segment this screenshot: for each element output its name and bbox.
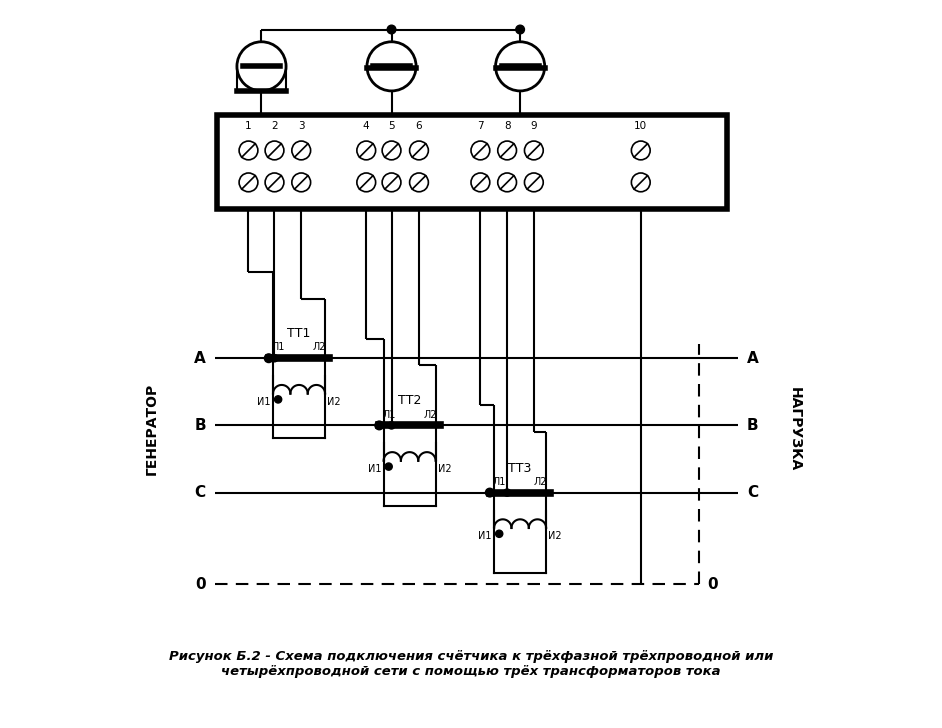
Text: 2: 2: [271, 121, 278, 130]
Text: И2: И2: [327, 397, 341, 406]
Text: 4: 4: [363, 121, 369, 130]
Text: 6: 6: [415, 121, 422, 130]
Text: Л2: Л2: [313, 342, 327, 352]
Text: В: В: [747, 418, 758, 433]
Text: В: В: [194, 418, 206, 433]
Text: Л1: Л1: [271, 342, 285, 352]
Text: 9: 9: [530, 121, 537, 130]
Text: Л1: Л1: [382, 410, 396, 419]
Text: ТТ3: ТТ3: [509, 462, 532, 475]
Circle shape: [504, 489, 511, 496]
Text: А: А: [194, 351, 206, 365]
Text: 5: 5: [388, 121, 395, 130]
Circle shape: [265, 354, 273, 363]
Text: И1: И1: [257, 397, 271, 406]
Text: ГЕНЕРАТОР: ГЕНЕРАТОР: [145, 383, 158, 475]
Text: 10: 10: [634, 121, 647, 130]
Bar: [217, 115, 727, 209]
Circle shape: [387, 25, 396, 33]
Text: ТТ1: ТТ1: [287, 327, 311, 340]
Circle shape: [495, 530, 503, 537]
Text: 0: 0: [707, 577, 718, 592]
Circle shape: [385, 463, 392, 470]
Text: 7: 7: [477, 121, 483, 130]
Text: А: А: [747, 351, 758, 365]
Text: И1: И1: [479, 531, 492, 541]
Text: Л2: Л2: [424, 410, 437, 419]
Circle shape: [271, 355, 278, 362]
Text: 1: 1: [245, 121, 252, 130]
Text: Л2: Л2: [534, 477, 547, 487]
Circle shape: [516, 25, 525, 33]
Text: И2: И2: [548, 531, 562, 541]
Circle shape: [485, 488, 495, 497]
Text: Л1: Л1: [493, 477, 506, 487]
Text: И1: И1: [368, 464, 382, 474]
Text: 0: 0: [195, 577, 206, 592]
Circle shape: [274, 396, 282, 403]
Circle shape: [388, 422, 395, 429]
Text: С: С: [747, 485, 758, 500]
Text: 8: 8: [504, 121, 511, 130]
Circle shape: [375, 421, 383, 430]
Text: НАГРУЗКА: НАГРУЗКА: [788, 387, 802, 471]
Text: ТТ2: ТТ2: [398, 395, 421, 408]
Text: И2: И2: [438, 464, 451, 474]
Text: 3: 3: [298, 121, 304, 130]
Text: С: С: [195, 485, 206, 500]
Text: Рисунок Б.2 - Схема подключения счётчика к трёхфазной трёхпроводной или
четырёхп: Рисунок Б.2 - Схема подключения счётчика…: [169, 650, 773, 678]
